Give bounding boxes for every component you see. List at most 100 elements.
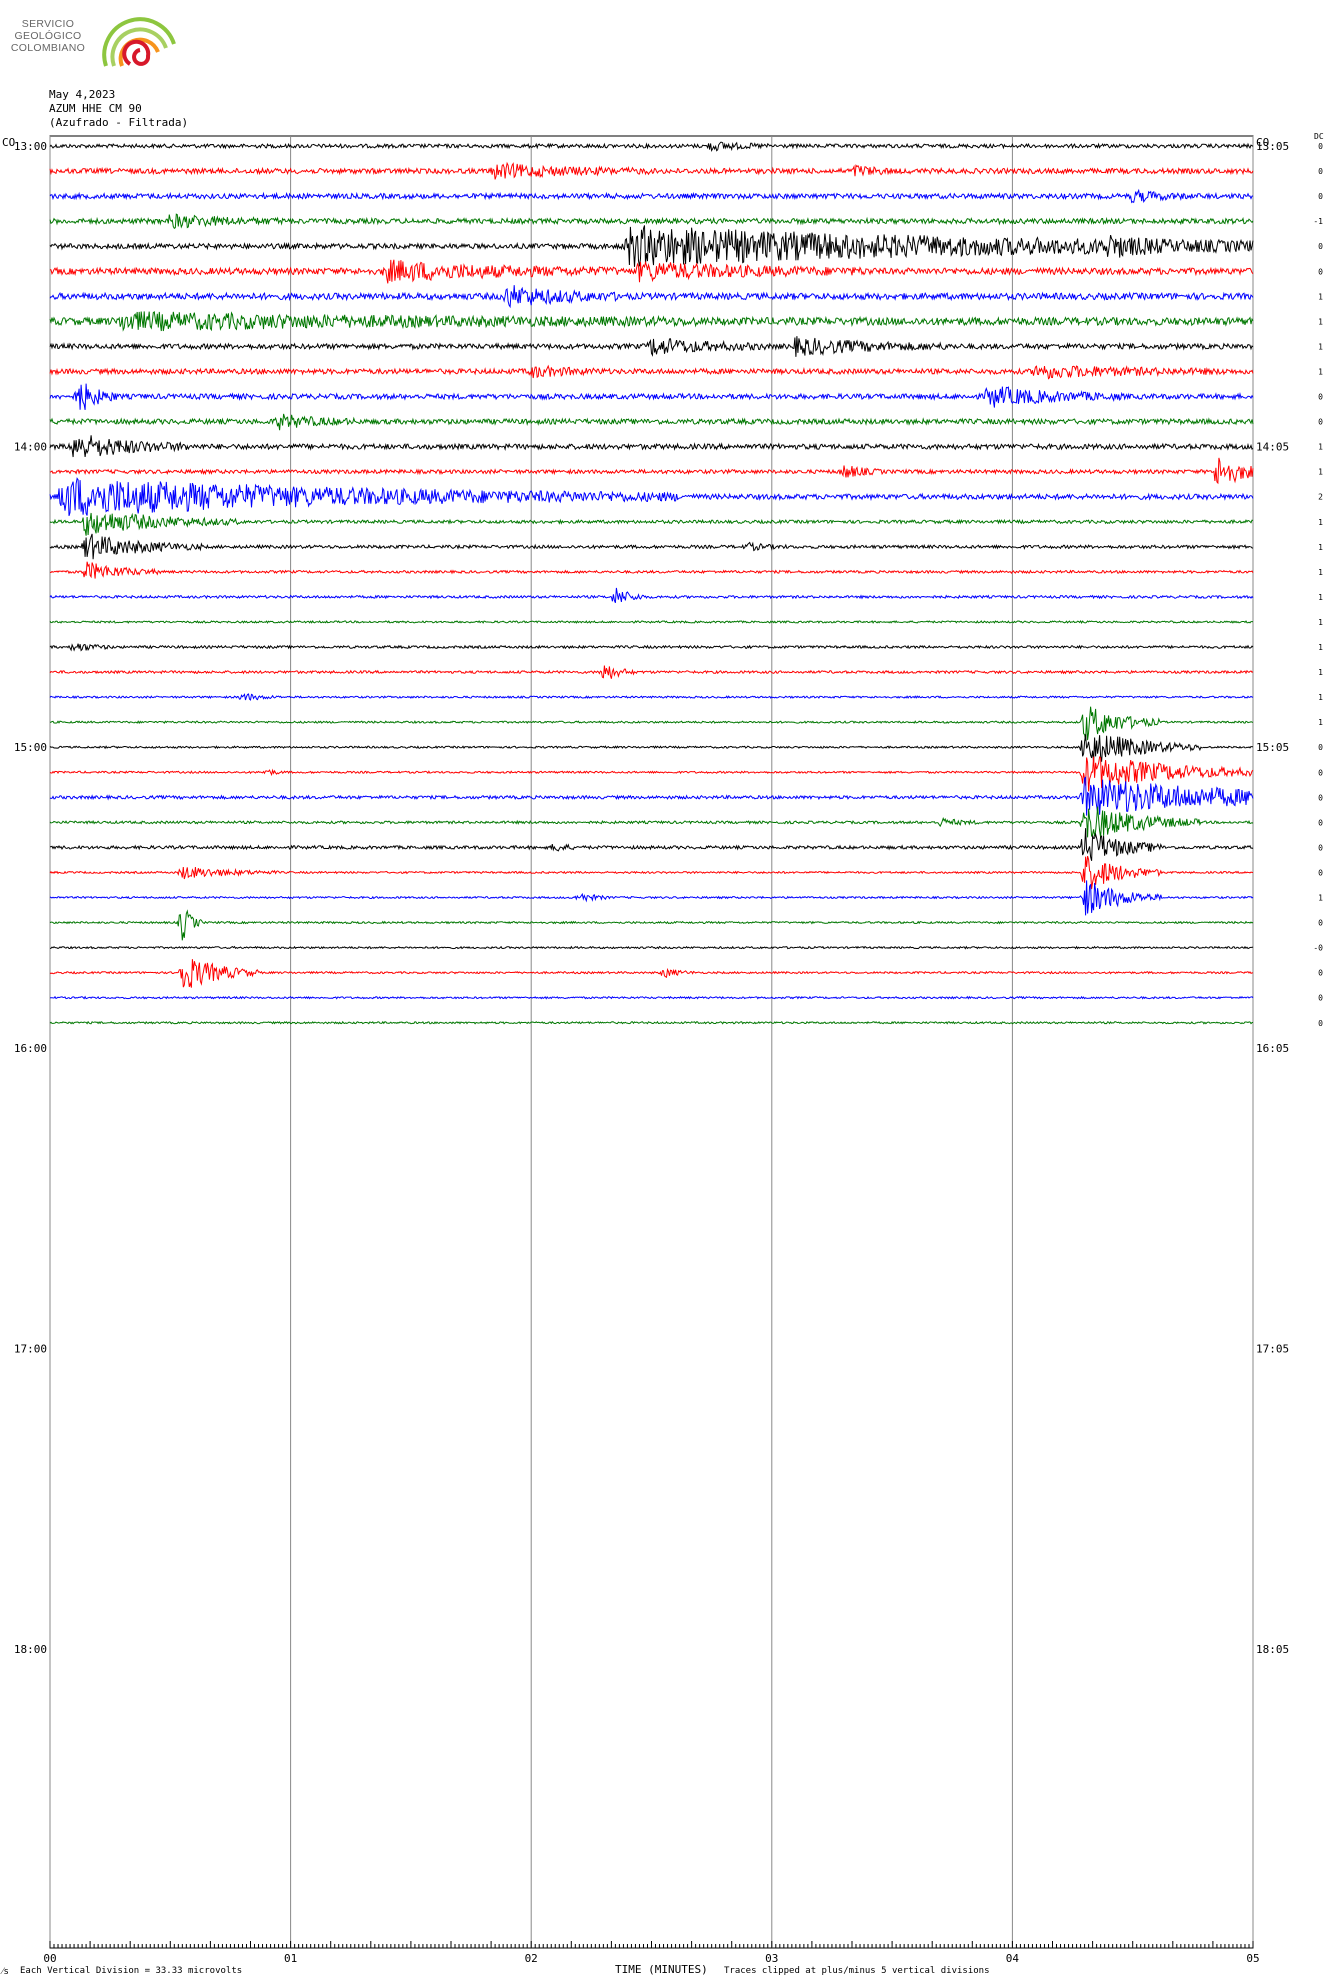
trace-line [49,141,1254,152]
trace-line [49,880,1254,916]
right-corner-label: CO [1256,136,1269,149]
dc-value-label: 1 [1318,593,1323,602]
x-axis-title: TIME (MINUTES) [615,1963,708,1976]
x-tick-label: 01 [284,1952,297,1965]
logo-line-3: COLOMBIANO [10,42,86,54]
dc-value-label: 0 [1318,743,1323,752]
dc-value-label: 2 [1318,493,1323,502]
dc-value-label: 0 [1318,969,1323,978]
trace-line [49,512,1254,536]
dc-value-label: 1 [1318,718,1323,727]
trace-line [49,161,1254,180]
trace-line [49,756,1254,792]
trace-line [49,587,1254,603]
clip-note: Traces clipped at plus/minus 5 vertical … [724,1966,990,1976]
trace-line [49,213,1254,229]
dc-value-label: 1 [1318,618,1323,627]
sgc-logo: SERVICIO GEOLÓGICO COLOMBIANO [4,4,184,76]
trace-line [49,1020,1254,1025]
dc-value-label: 1 [1318,367,1323,376]
trace-line [49,909,1254,941]
trace-line [49,945,1254,950]
dc-value-label: 0 [1318,192,1323,201]
station-subtitle: (Azufrado - Filtrada) [49,116,189,129]
x-tick-label: 00 [43,1952,56,1965]
dc-value-label: -0 [1313,944,1323,953]
trace-line [49,188,1254,204]
dc-value-label: 1 [1318,543,1323,552]
scale-note: Each Vertical Division = 33.33 microvolt… [20,1966,243,1976]
dc-value-label: 1 [1318,292,1323,301]
dc-value-label: 1 [1318,518,1323,527]
plot-frame [49,135,1254,1949]
logo-wordmark: SERVICIO GEOLÓGICO COLOMBIANO [4,18,92,54]
hour-label-right: 13:05 [1256,140,1289,153]
trace-line [49,665,1254,679]
dc-value-label: 1 [1318,443,1323,452]
dc-value-label: 0 [1318,267,1323,276]
hour-label-left: 14:00 [14,441,47,454]
dc-value-label: 1 [1318,568,1323,577]
logo-spiral-icon [102,17,176,67]
trace-line [49,620,1254,624]
record-date: May 4,2023 [49,88,116,101]
trace-line [49,706,1254,741]
trace-line [50,828,1254,861]
trace-line [49,259,1254,284]
grid-lines [49,135,1254,1949]
hour-label-right: 18:05 [1256,1643,1289,1656]
dc-value-label: 0 [1318,418,1323,427]
dc-value-label: 1 [1318,468,1323,477]
trace-line [49,457,1254,485]
trace-line [49,959,1253,988]
corner-mark: ⁄s [2,1967,9,1977]
x-tick-label: 03 [765,1952,778,1965]
dc-value-label: 0 [1318,793,1323,802]
hour-label-left: 18:00 [14,1643,47,1656]
hour-label-right: 14:05 [1256,441,1289,454]
dc-value-label: 0 [1318,142,1323,151]
trace-line [49,383,1254,410]
dc-value-label: 1 [1318,894,1323,903]
x-tick-label: 04 [1006,1952,1020,1965]
trace-line [49,311,1254,332]
hour-label-right: 17:05 [1256,1342,1289,1355]
trace-line [49,776,1254,816]
trace-line [49,995,1254,1000]
dc-value-label: -1 [1313,217,1323,226]
trace-line [49,225,1254,267]
x-tick-label: 02 [525,1952,538,1965]
hour-label-left: 16:00 [14,1042,47,1055]
dc-value-label: 1 [1318,668,1323,677]
dc-value-label: 0 [1318,768,1323,777]
trace-line [49,643,1254,652]
dc-value-label: 0 [1318,919,1323,928]
hour-label-left: 13:00 [14,140,47,153]
dc-value-label: 0 [1318,994,1323,1003]
x-tick-label: 05 [1246,1952,1259,1965]
logo-line-1: SERVICIO [21,18,75,30]
hour-label-left: 17:00 [14,1342,47,1355]
trace-line [49,435,1254,458]
trace-line [49,533,1254,560]
trace-group [49,141,1254,1025]
dc-value-label: 0 [1318,868,1323,877]
trace-line [49,561,1254,579]
dc-value-label: 0 [1318,1019,1323,1028]
dc-value-label: 1 [1318,342,1323,351]
dc-value-label: 0 [1318,843,1323,852]
trace-line [49,285,1254,309]
trace-line [49,364,1254,380]
station-label: AZUM HHE CM 90 [49,102,142,115]
dc-value-label: 1 [1318,643,1323,652]
hour-label-right: 15:05 [1256,741,1289,754]
trace-line [49,734,1253,763]
dc-value-label: 0 [1318,167,1323,176]
hour-label-left: 15:00 [14,741,47,754]
dc-value-label: 0 [1318,242,1323,251]
dc-value-label: 1 [1318,317,1323,326]
left-corner-label: CO [2,136,15,149]
logo-line-2: GEOLÓGICO [14,30,82,42]
